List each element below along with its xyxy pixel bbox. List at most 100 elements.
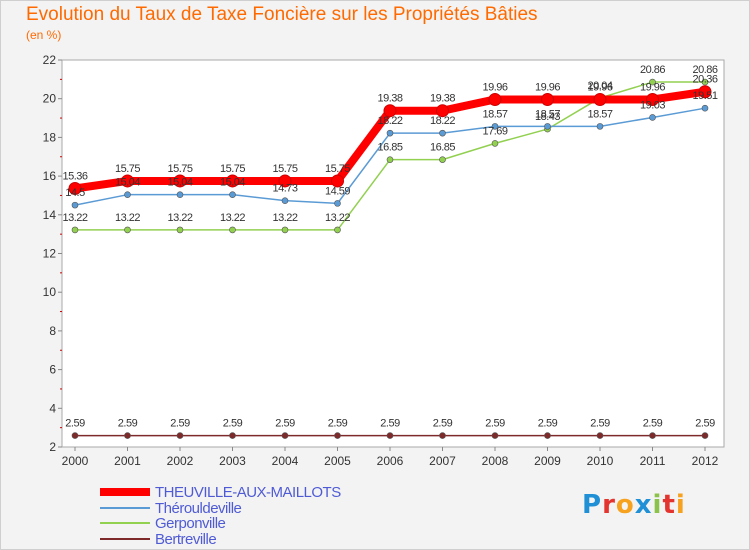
data-label: 2.59: [433, 418, 453, 430]
data-label: 2.59: [118, 418, 138, 430]
data-label: 20.86: [692, 64, 717, 76]
series-point: [386, 129, 394, 137]
x-tick-label: 2012: [692, 454, 719, 468]
logo-letter: o: [615, 490, 635, 520]
series-point: [176, 432, 184, 439]
series-point: [544, 123, 551, 130]
y-tick-label: 22: [43, 53, 57, 67]
logo-letter: x: [634, 490, 653, 520]
x-tick-label: 2008: [482, 454, 509, 468]
data-label: 15.75: [115, 163, 140, 175]
data-label: 18.57: [587, 108, 612, 120]
series-point: [278, 174, 292, 188]
data-label: 2.59: [643, 418, 663, 430]
series-point: [229, 432, 236, 439]
data-label: 18.22: [377, 115, 402, 127]
series-point: [124, 432, 131, 439]
legend-label: Gerponville: [155, 515, 226, 532]
series-point: [439, 156, 446, 163]
y-tick-label: 10: [43, 285, 57, 299]
series-point: [386, 432, 394, 439]
y-tick-label: 16: [43, 169, 57, 183]
x-tick-label: 2009: [534, 454, 561, 468]
series-point: [649, 114, 656, 121]
series-point: [334, 200, 341, 207]
y-tick-label: 12: [43, 247, 57, 261]
y-tick-label: 14: [43, 208, 57, 222]
series-point: [544, 432, 551, 439]
series-point: [386, 156, 394, 163]
data-label: 2.59: [275, 418, 295, 430]
data-label: 13.22: [272, 212, 297, 224]
data-label: 15.04: [115, 177, 140, 189]
series-point: [71, 432, 79, 439]
x-tick-label: 2004: [272, 454, 299, 468]
series-point: [649, 432, 656, 439]
x-tick-label: 2006: [377, 454, 404, 468]
series-point: [491, 432, 499, 439]
series-point: [229, 226, 236, 234]
y-tick-label: 20: [43, 92, 57, 106]
data-label: 17.69: [482, 125, 507, 137]
series-point: [121, 174, 134, 188]
y-tick-label: 2: [49, 440, 56, 454]
data-label: 19.96: [482, 81, 507, 93]
data-label: 15.04: [167, 177, 192, 189]
data-label: 2.59: [590, 418, 610, 430]
data-label: 15.75: [167, 163, 192, 175]
series-point: [334, 226, 341, 234]
series-point: [124, 191, 131, 198]
series-point: [491, 123, 499, 130]
data-label: 15.75: [325, 163, 350, 175]
legend-label: THEUVILLE-AUX-MAILLOTS: [155, 484, 341, 501]
chart-unit: (en %): [26, 28, 62, 42]
series-point: [646, 92, 659, 106]
data-label: 19.96: [587, 81, 612, 93]
series-point: [281, 432, 289, 439]
legend: THEUVILLE-AUX-MAILLOTSThérouldevilleGerp…: [100, 484, 342, 548]
data-label: 13.22: [325, 212, 350, 224]
series-point: [698, 85, 712, 99]
data-label: 13.22: [62, 212, 87, 224]
chart-title: Evolution du Taux de Taxe Foncière sur l…: [26, 4, 538, 25]
data-label: 19.03: [640, 99, 665, 111]
data-label: 2.59: [223, 418, 243, 430]
series-point: [649, 78, 656, 86]
legend-label: Bertreville: [155, 531, 216, 548]
data-label: 2.59: [380, 418, 400, 430]
x-tick-label: 2001: [114, 454, 141, 468]
series-point: [488, 92, 502, 106]
x-tick-label: 2010: [587, 454, 614, 468]
logo-letter: i: [675, 490, 686, 520]
series-point: [71, 226, 79, 234]
y-tick-label: 6: [49, 363, 56, 377]
data-label: 19.38: [430, 93, 455, 105]
series-point: [334, 432, 341, 439]
series-point: [541, 92, 554, 106]
series-point: [701, 78, 709, 86]
data-label: 18.22: [430, 115, 455, 127]
series-point: [701, 104, 709, 112]
data-label: 14.73: [272, 183, 297, 195]
data-label: 20.04: [587, 80, 612, 92]
logo-letter: t: [662, 490, 676, 520]
data-label: 20.36: [692, 74, 717, 86]
data-label: 15.75: [220, 163, 245, 175]
y-tick-label: 8: [49, 324, 56, 338]
logo-letter: P: [582, 490, 603, 520]
x-tick-label: 2005: [324, 454, 351, 468]
data-label: 2.59: [485, 418, 505, 430]
data-label: 19.51: [692, 90, 717, 102]
proxiti-logo: Proxiti: [582, 490, 686, 520]
x-tick-label: 2011: [640, 454, 666, 468]
data-label: 19.96: [640, 81, 665, 93]
series-point: [226, 174, 239, 188]
x-tick-label: 2003: [219, 454, 246, 468]
data-label: 2.59: [65, 418, 85, 430]
y-tick-label: 18: [43, 130, 57, 144]
data-label: 13.22: [167, 212, 192, 224]
data-label: 2.59: [170, 418, 190, 430]
series-point: [68, 181, 82, 195]
data-label: 15.75: [272, 163, 297, 175]
data-label: 18.57: [535, 108, 560, 120]
